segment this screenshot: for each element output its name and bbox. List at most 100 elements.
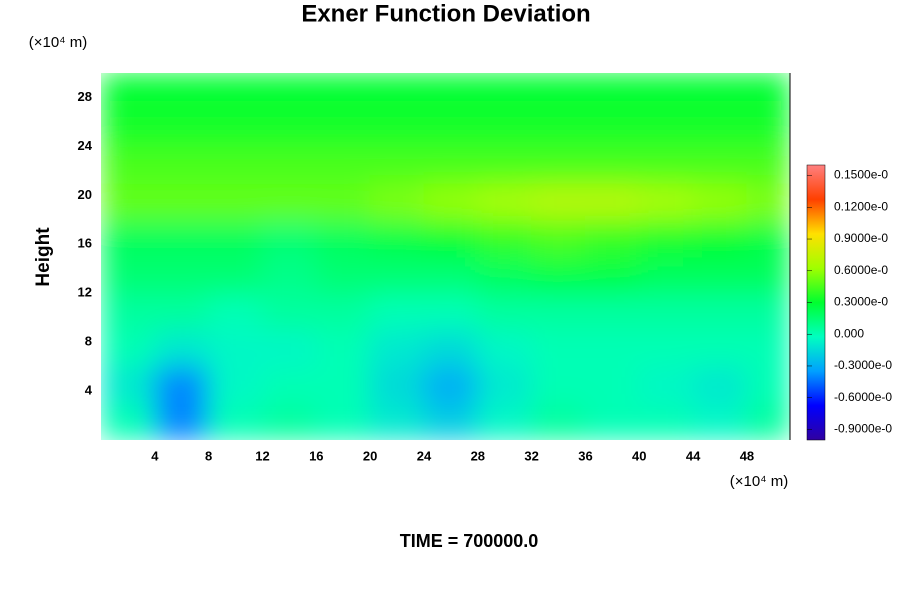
field-cell bbox=[315, 73, 371, 111]
field-cell bbox=[101, 109, 156, 147]
field-cell bbox=[692, 292, 748, 331]
field-cell bbox=[692, 329, 748, 368]
field-cell bbox=[423, 256, 479, 294]
y-tick-label: 16 bbox=[78, 236, 92, 251]
x-tick-label: 40 bbox=[632, 448, 646, 463]
field-cell bbox=[101, 366, 156, 404]
field-cell bbox=[638, 73, 694, 111]
field-cell bbox=[154, 292, 210, 331]
field-cell bbox=[369, 109, 425, 147]
colorbar-label: 0.9000e-0 bbox=[834, 231, 888, 245]
field-cell bbox=[531, 219, 586, 257]
field-cell bbox=[746, 256, 790, 294]
field-cell bbox=[692, 73, 748, 111]
field-cell bbox=[477, 109, 533, 147]
y-tick-label: 28 bbox=[78, 89, 92, 104]
field-cell bbox=[208, 109, 263, 147]
field-cell bbox=[315, 219, 371, 257]
field-cell bbox=[423, 292, 479, 331]
field-cell bbox=[477, 182, 533, 221]
field-cell bbox=[477, 73, 533, 111]
field-cell bbox=[154, 109, 210, 147]
colorbar-label: 0.3000e-0 bbox=[834, 295, 888, 309]
field-cell bbox=[584, 402, 640, 440]
field-cell bbox=[477, 145, 533, 184]
field-cell bbox=[208, 182, 263, 221]
field-cell bbox=[423, 109, 479, 147]
y-tick-label: 4 bbox=[85, 383, 93, 398]
field-cell bbox=[369, 182, 425, 221]
field-cell bbox=[261, 73, 317, 111]
field-cell bbox=[261, 366, 317, 404]
field-cell bbox=[208, 402, 263, 440]
x-tick-label: 16 bbox=[309, 448, 323, 463]
field-cell bbox=[477, 402, 533, 440]
colorbar-label: -0.9000e-0 bbox=[834, 422, 892, 436]
field-cell bbox=[531, 182, 586, 221]
field-cell bbox=[208, 219, 263, 257]
field-cell bbox=[531, 366, 586, 404]
field-cell bbox=[369, 329, 425, 368]
field-cell bbox=[692, 256, 748, 294]
y-tick-label: 8 bbox=[85, 334, 92, 349]
field-cell bbox=[477, 256, 533, 294]
colorbar-label: 0.1200e-0 bbox=[834, 199, 888, 213]
field-cell bbox=[101, 329, 156, 368]
field-cell bbox=[423, 366, 479, 404]
field-cell bbox=[154, 145, 210, 184]
field-cell bbox=[477, 219, 533, 257]
y-axis-label: Height bbox=[33, 227, 54, 287]
field-cell bbox=[369, 145, 425, 184]
field-cell bbox=[531, 292, 586, 331]
field-cell bbox=[692, 109, 748, 147]
field-cell bbox=[101, 292, 156, 331]
field-cell bbox=[584, 256, 640, 294]
chart-title: Exner Function Deviation bbox=[301, 0, 590, 27]
field-cell bbox=[208, 366, 263, 404]
x-tick-label: 12 bbox=[255, 448, 269, 463]
field-cell bbox=[315, 182, 371, 221]
x-tick-label: 4 bbox=[151, 448, 159, 463]
field-cell bbox=[101, 219, 156, 257]
field-cell bbox=[584, 329, 640, 368]
field-cell bbox=[369, 219, 425, 257]
field-cell bbox=[746, 109, 790, 147]
y-tick-label: 20 bbox=[78, 187, 92, 202]
x-tick-label: 44 bbox=[686, 448, 701, 463]
field-cell bbox=[369, 292, 425, 331]
field-cell bbox=[154, 329, 210, 368]
y-tick-label: 12 bbox=[78, 285, 92, 300]
field-cell bbox=[154, 73, 210, 111]
field-cell bbox=[638, 329, 694, 368]
field-cell bbox=[208, 73, 263, 111]
field-cell bbox=[584, 145, 640, 184]
field-cell bbox=[315, 329, 371, 368]
x-unit: (×10⁴ m) bbox=[730, 473, 789, 490]
field-cell bbox=[369, 366, 425, 404]
colorbar-label: 0.000 bbox=[834, 326, 864, 340]
field-cell bbox=[531, 329, 586, 368]
field-cell bbox=[101, 145, 156, 184]
field-cell bbox=[315, 366, 371, 404]
field-cell bbox=[315, 402, 371, 440]
field-cell bbox=[638, 219, 694, 257]
field-cell bbox=[208, 292, 263, 331]
field-cell bbox=[746, 402, 790, 440]
field-cell bbox=[746, 329, 790, 368]
field-cell bbox=[208, 329, 263, 368]
field-cell bbox=[531, 402, 586, 440]
y-tick-label: 24 bbox=[78, 138, 93, 153]
field-cell bbox=[746, 182, 790, 221]
colorbar-label: 0.6000e-0 bbox=[834, 263, 888, 277]
field-cell bbox=[154, 256, 210, 294]
field-cell bbox=[154, 182, 210, 221]
field-cell bbox=[423, 402, 479, 440]
field-cell bbox=[746, 219, 790, 257]
field-cell bbox=[101, 182, 156, 221]
field-cell bbox=[531, 109, 586, 147]
field-cell bbox=[477, 329, 533, 368]
field-cell bbox=[531, 145, 586, 184]
x-tick-label: 20 bbox=[363, 448, 377, 463]
field-cell bbox=[315, 292, 371, 331]
